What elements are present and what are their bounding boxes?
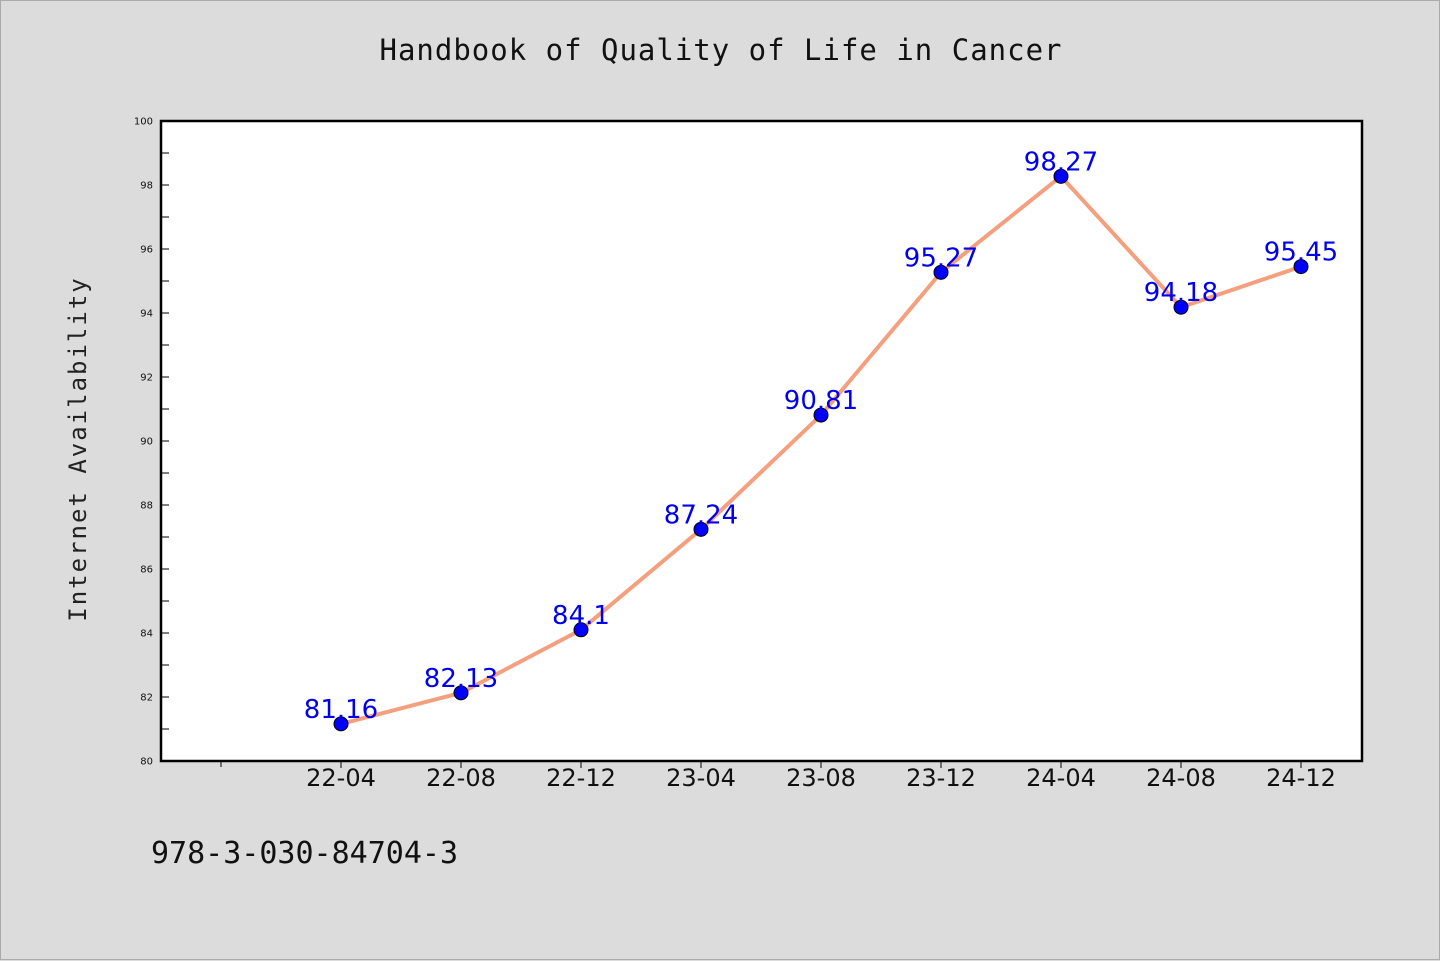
- isbn-label: 978-3-030-84704-3: [151, 836, 459, 871]
- x-tick-label: 23-08: [786, 764, 856, 792]
- plot-area: [161, 121, 1362, 761]
- x-tick-label: 24-08: [1146, 764, 1216, 792]
- data-point: [813, 407, 829, 423]
- data-point: [933, 264, 949, 280]
- y-tick-label: 84: [140, 629, 153, 640]
- y-tick-label: 80: [140, 757, 153, 768]
- y-tick-label: 92: [140, 373, 153, 384]
- data-label: 84.1: [552, 601, 610, 631]
- x-tick-label: 24-04: [1026, 764, 1096, 792]
- data-label: 95.45: [1264, 238, 1338, 268]
- x-tick-label: 22-04: [306, 764, 376, 792]
- x-tick-label: 23-04: [666, 764, 736, 792]
- data-label: 94.18: [1144, 278, 1218, 308]
- y-tick-label: 88: [140, 501, 153, 512]
- y-tick-label: 98: [140, 181, 153, 192]
- data-point: [1173, 299, 1189, 315]
- data-label: 98.27: [1024, 147, 1098, 177]
- plot-border: [159, 119, 1364, 763]
- data-point: [453, 685, 469, 701]
- x-tick-label: 24-12: [1266, 764, 1336, 792]
- data-label: 95.27: [904, 243, 978, 273]
- data-point: [693, 521, 709, 537]
- data-label: 90.81: [784, 386, 858, 416]
- chart-title: Handbook of Quality of Life in Cancer: [379, 33, 1063, 67]
- data-point: [333, 716, 349, 732]
- y-tick-label: 86: [140, 565, 153, 576]
- data-point: [1293, 259, 1309, 275]
- data-point: [1053, 168, 1069, 184]
- x-tick-label: 22-12: [546, 764, 616, 792]
- y-tick-label: 90: [140, 437, 153, 448]
- x-tick-label: 22-08: [426, 764, 496, 792]
- data-label: 82.13: [424, 664, 498, 694]
- y-tick-label: 82: [140, 693, 153, 704]
- data-label: 87.24: [664, 500, 738, 530]
- y-tick-label: 94: [140, 309, 153, 320]
- y-tick-label: 100: [134, 117, 153, 128]
- x-tick-label: 23-12: [906, 764, 976, 792]
- data-point: [573, 622, 589, 638]
- y-tick-label: 96: [140, 245, 153, 256]
- data-label: 81.16: [304, 695, 378, 725]
